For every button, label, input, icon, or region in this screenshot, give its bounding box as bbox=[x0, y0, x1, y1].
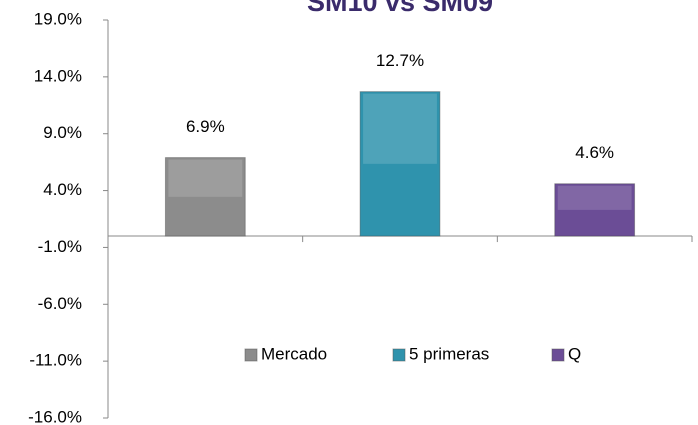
legend-swatch bbox=[551, 348, 565, 362]
chart-title: SM10 vs SM09 bbox=[307, 0, 493, 17]
y-tick-label: 19.0% bbox=[34, 9, 82, 28]
y-tick-label: -16.0% bbox=[28, 407, 82, 425]
data-label: 6.9% bbox=[186, 117, 225, 136]
bar-shine bbox=[168, 159, 243, 197]
legend-label: Mercado bbox=[261, 344, 327, 363]
bar bbox=[554, 183, 636, 237]
y-tick-label: 4.0% bbox=[43, 180, 82, 199]
bar-shine bbox=[557, 185, 632, 210]
legend-label: Q bbox=[568, 344, 581, 363]
y-tick-label: -1.0% bbox=[38, 237, 82, 256]
legend-swatch bbox=[244, 348, 258, 362]
y-tick-label: 14.0% bbox=[34, 66, 82, 85]
legend-swatch bbox=[392, 348, 406, 362]
y-tick-label: -6.0% bbox=[38, 294, 82, 313]
bar-shine bbox=[363, 93, 437, 164]
bar bbox=[359, 91, 441, 237]
y-tick-label: 9.0% bbox=[43, 123, 82, 142]
bar bbox=[164, 157, 246, 237]
y-tick-label: -11.0% bbox=[29, 351, 82, 370]
legend-label: 5 primeras bbox=[409, 344, 489, 363]
data-label: 4.6% bbox=[575, 143, 614, 162]
data-label: 12.7% bbox=[376, 51, 424, 70]
